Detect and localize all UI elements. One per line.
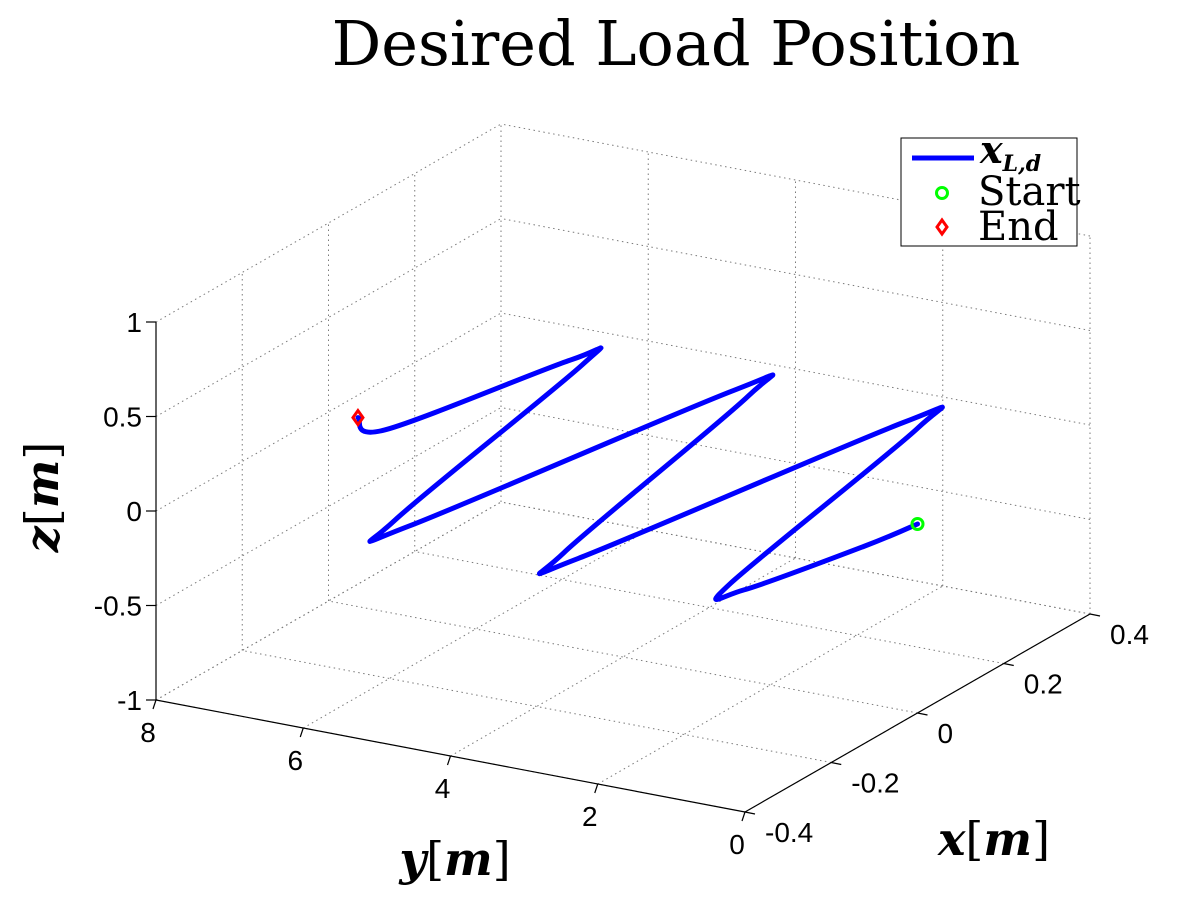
trajectory-line [355,345,945,602]
plot-area [351,345,945,602]
z-tick-label: 0.5 [103,402,142,433]
legend-label-end: End [978,204,1059,250]
legend-subscript: L,d [1002,151,1042,177]
y-axis-symbol: y [398,832,429,886]
z-axis-label: z[m] [15,442,69,554]
legend-start-marker [935,186,949,200]
x-tick-mark [917,712,928,716]
tick-labels: 0 2 4 6 8 -0.4 -0.2 0 0.2 0.4 -1 -0.5 0 0.5 1 [94,307,1149,860]
gridline-floor-x [328,600,918,714]
z-tick-label: 0 [126,496,142,527]
x-tick-label: -0.2 [851,768,899,799]
z-axis-bracket-close: ] [15,442,69,460]
x-tick-mark [1003,662,1014,667]
gridline-floor-x [414,551,1004,664]
y-tick-mark [152,699,157,710]
x-tick-label: 0 [938,718,954,749]
x-axis-bracket-close: ] [1032,812,1050,866]
y-tick-mark [741,811,746,822]
x-axis-label: x[m] [937,812,1050,866]
x-axis-bracket-open: [ [965,812,983,866]
legend-label-xld: xL,d [979,127,1041,177]
z-tick-label: 1 [126,307,142,338]
x-axis-unit: m [983,812,1032,866]
legend-symbol: x [979,127,1004,172]
x-tick-label: 0.2 [1024,669,1063,700]
y-axis-bracket-close: ] [493,832,511,886]
gridline-backwall-z [500,312,1091,426]
y-tick-mark [446,755,452,766]
gridline-floor-y [155,501,502,701]
legend: xL,d Start End [900,127,1081,250]
gridline-floor-y [303,529,649,729]
x-axis-symbol: x [937,812,966,866]
z-tick-label: -1 [117,685,142,716]
y-axis-label: y[m] [398,832,510,886]
z-axis-bracket-open: [ [15,508,69,526]
y-tick-label: 2 [582,801,598,832]
gridline-floor-x [242,650,832,763]
y-tick-label: 0 [729,829,745,860]
gridline-sidewall-z [155,312,502,512]
x-tick-label: -0.4 [765,817,813,848]
axes [146,321,1101,822]
gridline-sidewall-z [155,218,502,417]
x-tick-label: 0.4 [1110,619,1149,650]
y-tick-label: 6 [287,745,303,776]
x-tick-mark [831,761,842,766]
gridline-sidewall-z [155,123,502,323]
y-axis-unit: m [444,832,493,886]
y-axis-bracket-open: [ [426,832,444,886]
y-tick-label: 4 [435,773,451,804]
z-axis-unit: m [15,460,69,509]
legend-end-marker [935,217,949,237]
end-marker [351,408,365,428]
y-tick-mark [594,783,599,794]
gridline-floor-y [597,585,943,785]
legend-label-start: Start [978,169,1081,215]
gridline-sidewall-z [155,407,502,606]
chart-title: Desired Load Position [332,7,1021,80]
y-tick-label: 8 [140,717,156,748]
start-marker [910,517,925,531]
x-tick-mark [744,811,756,815]
x-tick-mark [1089,613,1101,617]
y-tick-mark [299,727,304,738]
z-axis-symbol: z [15,525,69,553]
z-tick-label: -0.5 [94,591,142,622]
